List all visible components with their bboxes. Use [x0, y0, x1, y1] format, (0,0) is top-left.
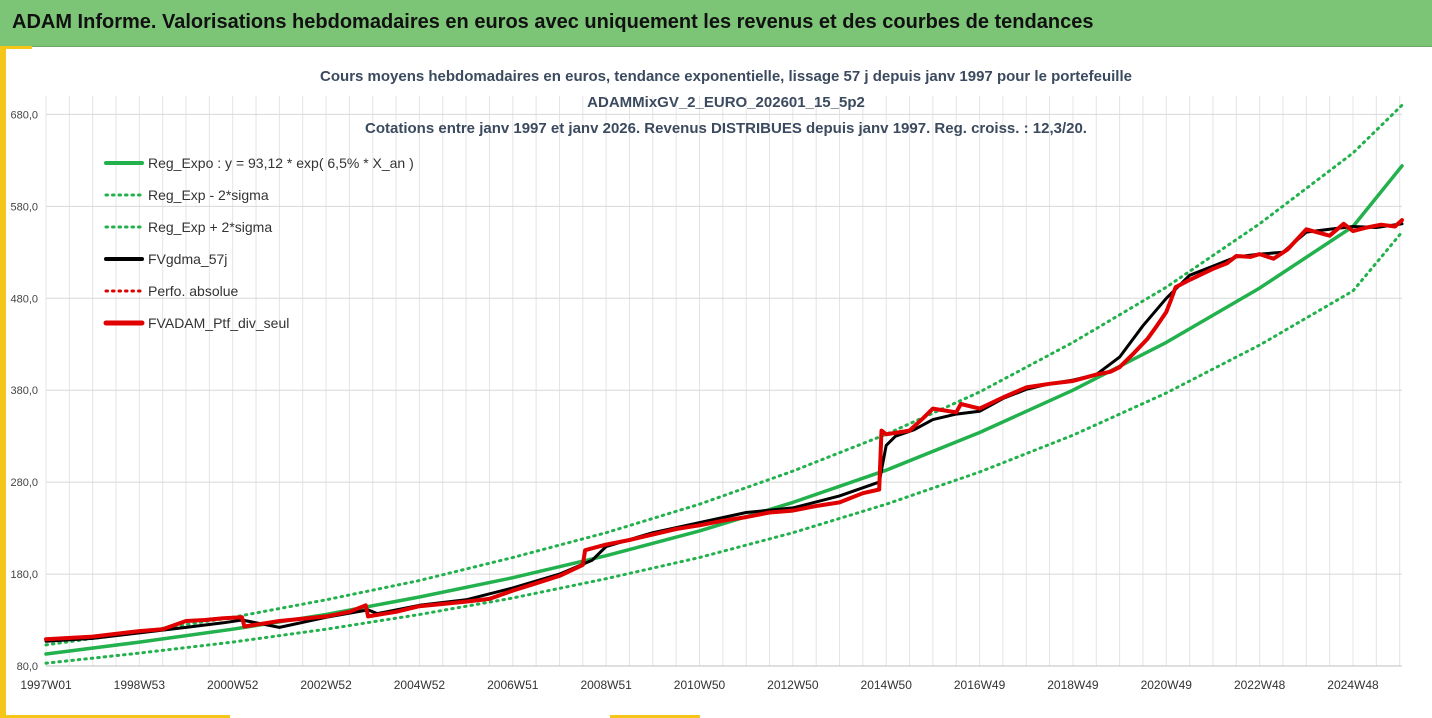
x-tick-label: 1998W53: [114, 678, 166, 692]
chart-area: Cours moyens hebdomadaires en euros, ten…: [6, 46, 1432, 718]
grid: [45, 96, 1402, 667]
x-axis: 1997W01 1998W53 2000W52 2002W52 2004W52 2006W…: [20, 665, 1402, 692]
legend-label: Perfo. absolue: [148, 283, 238, 299]
x-tick-label: 2000W52: [207, 678, 259, 692]
accent-bar-left: [0, 46, 6, 718]
y-tick-label: 380,0: [10, 385, 38, 397]
legend-label: Reg_Expo : y = 93,12 * exp( 6,5% * X_an …: [148, 155, 414, 171]
x-tick-label: 2020W49: [1141, 678, 1193, 692]
series-group: [44, 103, 1404, 665]
accent-bar-bottom: [0, 715, 230, 718]
y-tick-label: 180,0: [10, 569, 38, 581]
series-line-reg-expo: [44, 164, 1404, 656]
legend-label: FVgdma_57j: [148, 251, 227, 267]
banner: ADAM Informe. Valorisations hebdomadaire…: [0, 0, 1432, 47]
legend: Reg_Expo : y = 93,12 * exp( 6,5% * X_an …: [103, 155, 414, 331]
y-axis: 80,0 180,0 280,0 380,0 480,0 580,0 680,0: [10, 109, 38, 673]
series-line-reg-exp-2-sigma: [44, 230, 1404, 665]
chart-title: Cours moyens hebdomadaires en euros, ten…: [320, 68, 1132, 137]
x-tick-label: 2014W50: [861, 678, 913, 692]
x-tick-label: 2012W50: [767, 678, 819, 692]
accent-bar-top: [0, 46, 32, 49]
x-tick-label: 2022W48: [1234, 678, 1286, 692]
x-tick-label: 2018W49: [1047, 678, 1099, 692]
x-tick-label: 2004W52: [394, 678, 446, 692]
x-tick-label: 1997W01: [20, 678, 72, 692]
y-tick-label: 80,0: [17, 661, 38, 673]
y-tick-label: 280,0: [10, 477, 38, 489]
legend-label: Reg_Exp + 2*sigma: [148, 219, 272, 235]
accent-bar-bottom-2: [610, 715, 700, 718]
series-line-fvgdma-57j: [44, 222, 1404, 643]
legend-label: Reg_Exp - 2*sigma: [148, 187, 269, 203]
series-line-fvadam-ptf-div-seul: [44, 218, 1404, 642]
chart-title-line-3: Cotations entre janv 1997 et janv 2026. …: [365, 120, 1087, 137]
series-line-reg-exp-2-sigma: [44, 103, 1404, 647]
x-tick-label: 2002W52: [300, 678, 352, 692]
x-tick-label: 2010W50: [674, 678, 726, 692]
line-chart: Cours moyens hebdomadaires en euros, ten…: [10, 68, 1404, 692]
y-tick-label: 580,0: [10, 201, 38, 213]
chart-title-line-2: ADAMMixGV_2_EURO_202601_15_5p2: [587, 94, 865, 111]
y-tick-label: 480,0: [10, 293, 38, 305]
x-tick-label: 2024W48: [1327, 678, 1379, 692]
x-tick-label: 2008W51: [580, 678, 632, 692]
banner-title: ADAM Informe. Valorisations hebdomadaire…: [12, 11, 1094, 33]
chart-title-line-1: Cours moyens hebdomadaires en euros, ten…: [320, 68, 1132, 85]
x-tick-label: 2016W49: [954, 678, 1006, 692]
legend-label: FVADAM_Ptf_div_seul: [148, 315, 289, 331]
y-tick-label: 680,0: [10, 109, 38, 121]
x-tick-label: 2006W51: [487, 678, 539, 692]
